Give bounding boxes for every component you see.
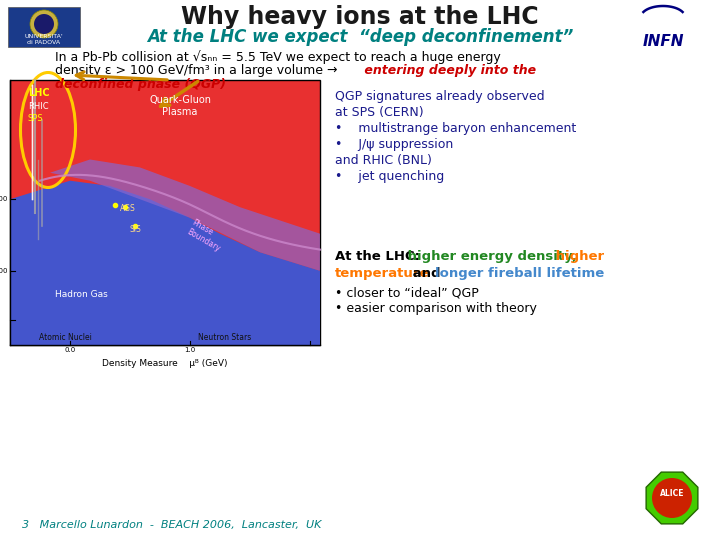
Polygon shape [10,181,320,345]
FancyBboxPatch shape [8,7,80,47]
Text: QGP signatures already observed: QGP signatures already observed [335,90,544,103]
Text: entering deeply into the: entering deeply into the [360,64,536,77]
Text: density ε > 100 GeV/fm³ in a large volume →: density ε > 100 GeV/fm³ in a large volum… [55,64,338,77]
Text: Why heavy ions at the LHC: Why heavy ions at the LHC [181,5,539,29]
Text: Quark-Gluon
Plasma: Quark-Gluon Plasma [149,95,211,117]
Text: SPS: SPS [28,114,44,123]
Polygon shape [10,159,320,271]
Text: LHC: LHC [28,88,50,98]
Text: At the LHC we expect  “deep deconfinement”: At the LHC we expect “deep deconfinement… [147,28,573,46]
Text: • closer to “ideal” QGP: • closer to “ideal” QGP [335,286,479,299]
Text: Neutron Stars: Neutron Stars [199,333,251,342]
Text: 1.0: 1.0 [184,347,196,353]
Bar [10,80,320,345]
Text: 100: 100 [0,268,8,274]
Text: at SPS (CERN): at SPS (CERN) [335,106,423,119]
Text: 200: 200 [0,196,8,202]
Circle shape [34,14,54,34]
Text: In a Pb-Pb collision at √sₙₙ = 5.5 TeV we expect to reach a huge energy: In a Pb-Pb collision at √sₙₙ = 5.5 TeV w… [55,50,500,64]
Text: ALICE: ALICE [660,489,684,497]
Circle shape [30,10,58,38]
Text: Density Measure    μᴮ (GeV): Density Measure μᴮ (GeV) [102,359,228,368]
Text: and: and [408,267,445,280]
Text: higher energy density,: higher energy density, [403,250,577,263]
Text: RHIC: RHIC [28,102,49,111]
Text: •    multistrange baryon enhancement: • multistrange baryon enhancement [335,122,576,135]
Text: At the LHC:: At the LHC: [335,250,420,263]
Text: temperature: temperature [335,267,430,280]
Text: 3   Marcello Lunardon  -  BEACH 2006,  Lancaster,  UK: 3 Marcello Lunardon - BEACH 2006, Lancas… [22,520,321,530]
Text: 0.0: 0.0 [64,347,76,353]
Text: and RHIC (BNL): and RHIC (BNL) [335,154,432,167]
Text: deconfined phase (QGP): deconfined phase (QGP) [55,78,226,91]
Polygon shape [646,472,698,524]
Text: •    jet quenching: • jet quenching [335,170,444,183]
Text: •    J/ψ suppression: • J/ψ suppression [335,138,454,151]
Text: longer fireball lifetime: longer fireball lifetime [435,267,604,280]
Text: • easier comparison with theory: • easier comparison with theory [335,302,537,315]
Text: INFN: INFN [642,34,684,49]
Text: AGS: AGS [120,204,136,213]
Text: Phase
Boundary: Phase Boundary [185,218,227,253]
Text: higher: higher [551,250,604,263]
Text: UNIVERSITA'
di PADOVA: UNIVERSITA' di PADOVA [24,34,63,45]
Text: Hadron Gas: Hadron Gas [55,290,108,299]
Text: Atomic Nuclei: Atomic Nuclei [39,333,91,342]
Circle shape [652,478,692,518]
Text: SIS: SIS [130,226,142,234]
